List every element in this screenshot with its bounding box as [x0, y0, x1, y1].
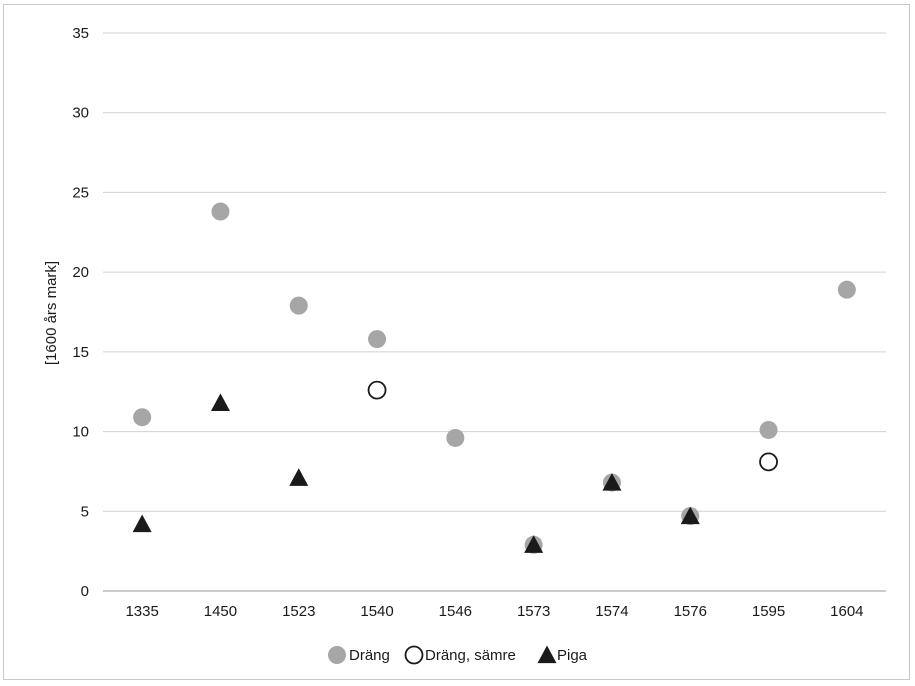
x-tick-label: 1576	[674, 603, 707, 620]
y-tick-label: 25	[72, 184, 89, 201]
x-tick-label: 1574	[595, 603, 628, 620]
y-tick-label: 15	[72, 344, 89, 361]
chart-frame	[3, 4, 910, 680]
legend-label: Dräng	[349, 647, 390, 664]
y-tick-label: 20	[72, 264, 89, 281]
x-tick-label: 1595	[752, 603, 785, 620]
legend-label: Piga	[557, 647, 588, 664]
point-dräng-1523	[289, 296, 308, 315]
y-tick-label: 35	[72, 25, 89, 42]
point-piga-1574	[602, 473, 622, 491]
legend-marker-2	[537, 645, 557, 664]
point-dräng-sämre-1540	[367, 380, 387, 400]
point-piga-1450	[210, 393, 230, 411]
legend-label: Dräng, sämre	[425, 647, 516, 664]
x-tick-label: 1450	[204, 603, 237, 620]
point-dräng-1595	[759, 420, 778, 439]
data-points	[132, 202, 856, 554]
y-axis-title: [1600 års mark]	[43, 261, 60, 365]
y-axis-ticks: 0 5 10 15 20 25 30 35	[72, 25, 89, 600]
y-tick-label: 0	[81, 583, 89, 600]
point-piga-1576	[680, 506, 700, 525]
point-dräng-sämre-1595	[759, 452, 778, 472]
point-piga-1335	[132, 514, 152, 533]
x-tick-label: 1335	[125, 603, 158, 620]
x-tick-label: 1573	[517, 603, 550, 620]
y-tick-label: 30	[72, 105, 89, 122]
point-dräng-1335	[133, 408, 152, 427]
legend: Dräng Dräng, sämre Piga	[328, 645, 588, 665]
x-tick-label: 1604	[830, 603, 863, 620]
point-dräng-1450	[211, 202, 230, 221]
y-tick-label: 10	[72, 424, 89, 441]
x-tick-label: 1523	[282, 603, 315, 620]
legend-marker-0	[328, 646, 346, 664]
y-tick-label: 5	[81, 503, 89, 520]
x-tick-label: 1540	[360, 603, 393, 620]
point-piga-1523	[289, 468, 309, 486]
point-piga-1573	[524, 535, 544, 553]
gridlines	[103, 32, 886, 592]
point-dräng-1546	[446, 428, 465, 447]
point-dräng-1604	[837, 280, 856, 299]
point-dräng-1540	[368, 330, 387, 349]
x-axis-ticks: 1335 1450 1523 1540 1546 1573 1574 1576 1595 1604	[125, 603, 863, 620]
x-tick-label: 1546	[439, 603, 472, 620]
legend-marker-1	[404, 645, 424, 665]
